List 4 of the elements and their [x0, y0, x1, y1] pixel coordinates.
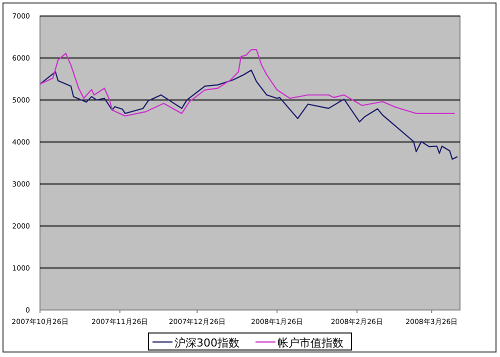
legend-label: 沪深300指数 [174, 336, 240, 350]
legend-label: 帐户市值指数 [278, 336, 344, 350]
line-series [39, 49, 456, 117]
line-series [39, 70, 458, 160]
